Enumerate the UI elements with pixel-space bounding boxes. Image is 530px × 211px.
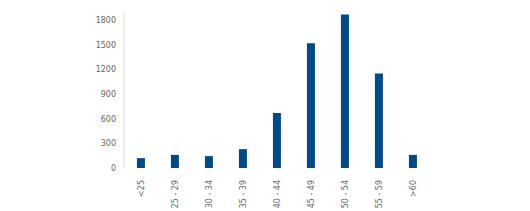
svg-text:1200: 1200	[96, 65, 116, 74]
svg-text:>60: >60	[409, 180, 418, 197]
svg-text:55 - 59: 55 - 59	[375, 180, 384, 208]
svg-text:45 - 49: 45 - 49	[307, 180, 316, 208]
svg-text:1500: 1500	[96, 41, 116, 50]
svg-text:<25: <25	[137, 180, 146, 197]
svg-text:900: 900	[101, 90, 116, 99]
svg-text:25 - 29: 25 - 29	[171, 180, 180, 208]
svg-text:30 - 34: 30 - 34	[205, 180, 214, 208]
svg-text:40 - 44: 40 - 44	[273, 180, 282, 208]
svg-text:50 - 54: 50 - 54	[341, 180, 350, 208]
svg-text:35 - 39: 35 - 39	[239, 180, 248, 208]
svg-text:600: 600	[101, 115, 116, 124]
svg-text:1800: 1800	[96, 16, 116, 25]
svg-text:0: 0	[111, 164, 116, 173]
svg-text:300: 300	[101, 139, 116, 148]
